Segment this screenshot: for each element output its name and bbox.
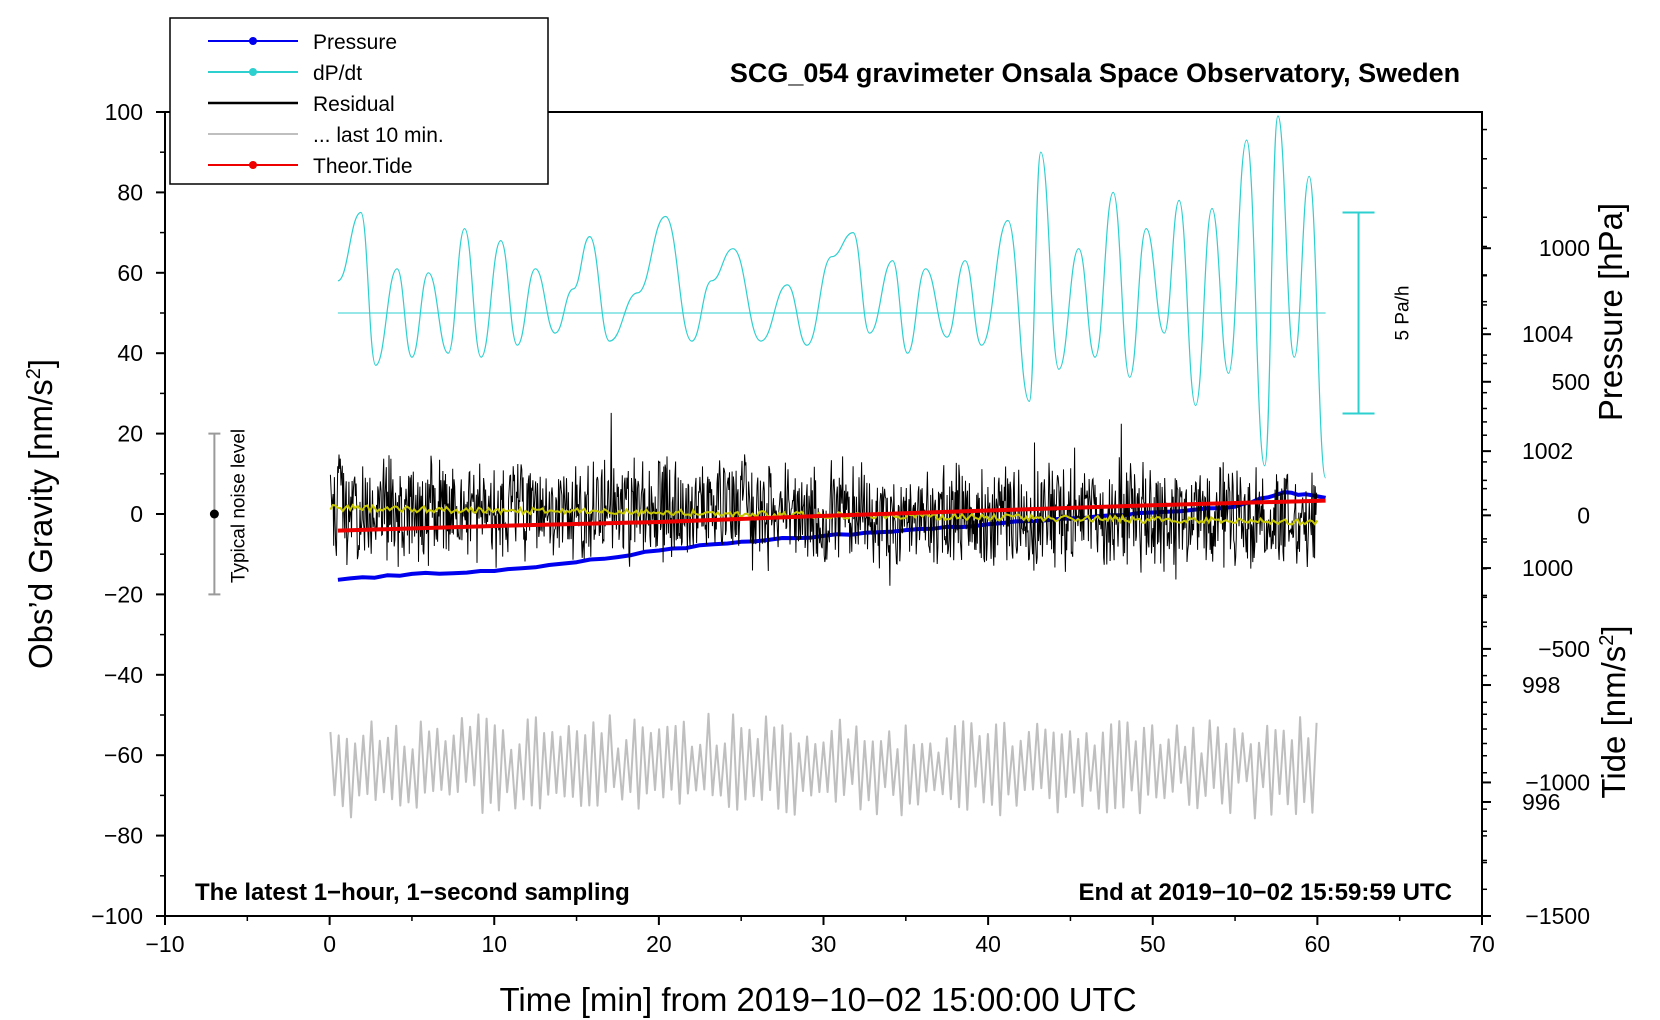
x-axis-title: Time [min] from 2019−10−02 15:00:00 UTC — [499, 981, 1136, 1018]
y-tick-label-tide: −500 — [1538, 636, 1590, 662]
noise-bar-center-dot — [209, 509, 219, 519]
legend-label: dP/dt — [313, 62, 362, 85]
y-tick-label-gravity: 20 — [117, 421, 143, 447]
x-tick-label: 50 — [1140, 931, 1166, 957]
tide-line — [337, 498, 1326, 533]
y-tick-label-gravity: 40 — [117, 340, 143, 366]
residual-line — [329, 412, 1318, 586]
y-axis-title-tide-end: ] — [1595, 625, 1632, 634]
x-tick-label: 20 — [646, 931, 672, 957]
y-tick-label-gravity: 80 — [117, 179, 143, 205]
legend-item: dP/dt — [208, 62, 362, 85]
noise-level-label: Typical noise level — [228, 429, 249, 583]
y-tick-label-pressure: 1004 — [1522, 321, 1573, 347]
x-tick-label: 60 — [1305, 931, 1331, 957]
y-axis-title-tide: Tide [nm/s2] — [1595, 625, 1632, 798]
y-tick-label-gravity: 60 — [117, 260, 143, 286]
pa-scale-label: 5 Pa/h — [1393, 286, 1414, 341]
y-tick-label-pressure: 1002 — [1522, 438, 1573, 464]
y-tick-label-gravity: 100 — [105, 99, 143, 125]
x-tick-label: −10 — [145, 931, 184, 957]
y-tick-label-pressure: 996 — [1522, 789, 1560, 815]
legend-label: Residual — [313, 93, 395, 116]
x-tick-label: 70 — [1469, 931, 1495, 957]
y-tick-label-tide: 1000 — [1539, 235, 1590, 261]
y-tick-label-gravity: 0 — [130, 501, 143, 527]
legend-swatch-marker — [249, 161, 257, 169]
chart-title: SCG_054 gravimeter Onsala Space Observat… — [730, 58, 1460, 88]
y-tick-label-pressure: 1000 — [1522, 555, 1573, 581]
y-axis-title-gravity: Obs’d Gravity [nm/s2] — [22, 359, 59, 669]
x-tick-label: 30 — [811, 931, 837, 957]
y-tick-label-tide: −1500 — [1525, 903, 1590, 929]
y-tick-label-gravity: −100 — [91, 903, 143, 929]
y-axis-title-gravity-main: Obs’d Gravity [nm/s — [22, 379, 59, 669]
note-end-time: End at 2019−10−02 15:59:59 UTC — [1078, 879, 1452, 906]
x-tick-label: 10 — [481, 931, 507, 957]
legend-label: Pressure — [313, 31, 397, 54]
y-tick-label-gravity: −40 — [104, 662, 143, 688]
y-tick-label-gravity: −60 — [104, 742, 143, 768]
legend-label: ... last 10 min. — [313, 124, 444, 147]
legend-item: ... last 10 min. — [208, 124, 444, 147]
y-axis-title-tide-main: Tide [nm/s — [1595, 646, 1632, 799]
last10min-line — [329, 712, 1318, 820]
note-sampling: The latest 1−hour, 1−second sampling — [195, 879, 630, 906]
y-tick-label-gravity: −80 — [104, 823, 143, 849]
legend-item: Pressure — [208, 31, 397, 54]
y-tick-label-tide: 500 — [1552, 369, 1590, 395]
y-axis-title-gravity-sup: 2 — [23, 368, 45, 379]
y-tick-label-tide: 0 — [1577, 502, 1590, 528]
legend-swatch-marker — [249, 68, 257, 76]
legend-box — [169, 17, 549, 185]
y-axis-title-tide-sup: 2 — [1596, 635, 1618, 646]
x-tick-label: 0 — [323, 931, 336, 957]
y-tick-label-tide: −1000 — [1525, 769, 1590, 795]
y-axis-title-gravity-end: ] — [22, 359, 59, 368]
legend-item: Residual — [208, 93, 395, 116]
legend-label: Theor.Tide — [313, 155, 413, 178]
y-tick-label-pressure: 998 — [1522, 672, 1560, 698]
y-tick-label-gravity: −20 — [104, 581, 143, 607]
legend-item: Theor.Tide — [208, 155, 413, 178]
x-tick-label: 40 — [975, 931, 1001, 957]
dpdt-line — [337, 115, 1327, 479]
legend-swatch-marker — [249, 37, 257, 45]
y-axis-title-pressure: Pressure [hPa] — [1592, 203, 1629, 421]
